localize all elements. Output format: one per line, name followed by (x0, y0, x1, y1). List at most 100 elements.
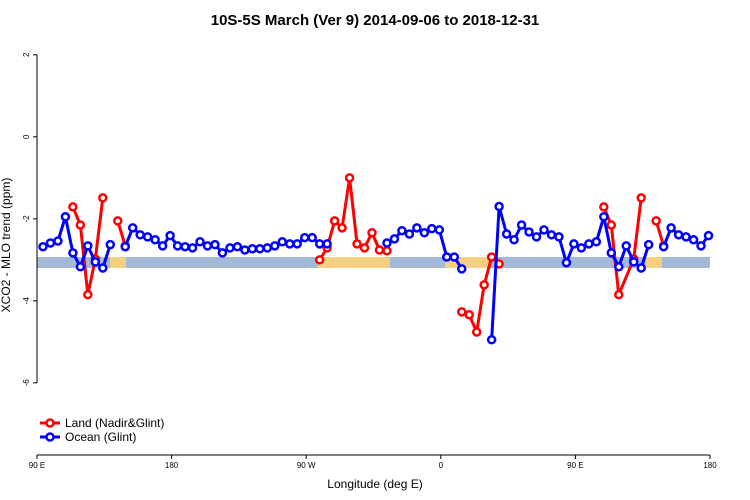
point (509, 234, 519, 245)
point (83, 289, 93, 300)
point (427, 223, 437, 234)
point (382, 246, 392, 256)
point (703, 230, 714, 241)
point (524, 227, 534, 237)
point (397, 225, 407, 236)
point (247, 244, 258, 254)
point (187, 243, 198, 253)
point (494, 201, 504, 212)
point (688, 234, 699, 245)
y-tick-label: -4 (22, 297, 31, 305)
x-axis-label: Longitude (deg E) (327, 477, 422, 491)
point (270, 241, 280, 251)
point (696, 241, 706, 251)
point (486, 252, 497, 262)
x-tick-label: 90 W (297, 461, 316, 470)
point (217, 248, 228, 258)
point (172, 241, 183, 251)
point (157, 241, 168, 251)
point (614, 262, 624, 272)
point (284, 239, 295, 249)
land-strip (110, 257, 126, 268)
point (628, 257, 639, 267)
point (636, 193, 646, 203)
y-tick-label: -6 (22, 379, 31, 387)
y-tick-label: 2 (22, 52, 31, 57)
point (255, 244, 265, 254)
point (292, 239, 302, 249)
point (329, 216, 340, 226)
point (113, 216, 123, 226)
point (240, 245, 250, 255)
point (180, 241, 190, 252)
y-axis-label: XCO2 - MLO trend (ppm) (0, 178, 13, 313)
chart-title: 10S-5S March (Ver 9) 2014-09-06 to 2018-… (211, 12, 540, 29)
point (60, 212, 71, 222)
point (232, 241, 243, 252)
point (456, 264, 467, 274)
point (75, 220, 86, 230)
point (195, 237, 205, 247)
point (658, 241, 669, 252)
point (404, 229, 415, 239)
point (314, 255, 325, 265)
point (83, 241, 93, 251)
point (599, 202, 609, 212)
point (68, 248, 78, 258)
point (539, 225, 549, 235)
point (307, 232, 317, 243)
point (419, 228, 430, 238)
point (554, 232, 564, 242)
land-strip (318, 257, 390, 268)
point (621, 241, 631, 251)
point (142, 232, 153, 242)
x-tick-label: 180 (165, 461, 179, 470)
point (591, 237, 602, 247)
point (337, 223, 347, 233)
point (367, 228, 377, 238)
point (501, 229, 512, 239)
x-tick-label: 90 E (29, 461, 45, 470)
point (277, 237, 288, 247)
point (412, 223, 422, 233)
point (314, 239, 325, 249)
point (45, 238, 56, 248)
point (225, 243, 235, 253)
point (673, 230, 684, 240)
point (127, 223, 138, 233)
point (98, 193, 108, 203)
y-tick-label: 0 (22, 134, 31, 139)
point (471, 327, 482, 337)
point (606, 248, 617, 258)
point (75, 262, 86, 272)
legend-marker (45, 432, 55, 442)
point (262, 243, 273, 253)
point (486, 335, 497, 345)
point (442, 252, 452, 262)
point (584, 239, 594, 249)
point (135, 230, 145, 240)
series-line (71, 177, 666, 338)
point (38, 241, 48, 252)
point (105, 239, 116, 250)
point (531, 232, 542, 242)
point (299, 232, 310, 243)
x-tick-label: 0 (439, 461, 444, 470)
point (359, 243, 370, 253)
point (636, 263, 646, 273)
point (352, 239, 362, 249)
point (120, 241, 130, 252)
point (606, 220, 617, 230)
point (382, 238, 392, 248)
point (449, 252, 460, 262)
point (546, 230, 557, 240)
y-tick-label: -2 (22, 215, 31, 223)
point (90, 257, 101, 267)
land-strip (445, 257, 490, 268)
legend-label: Land (Nadir&Glint) (65, 416, 164, 430)
point (210, 239, 220, 250)
point (666, 223, 676, 233)
map-strip (37, 257, 710, 268)
point (561, 257, 572, 268)
